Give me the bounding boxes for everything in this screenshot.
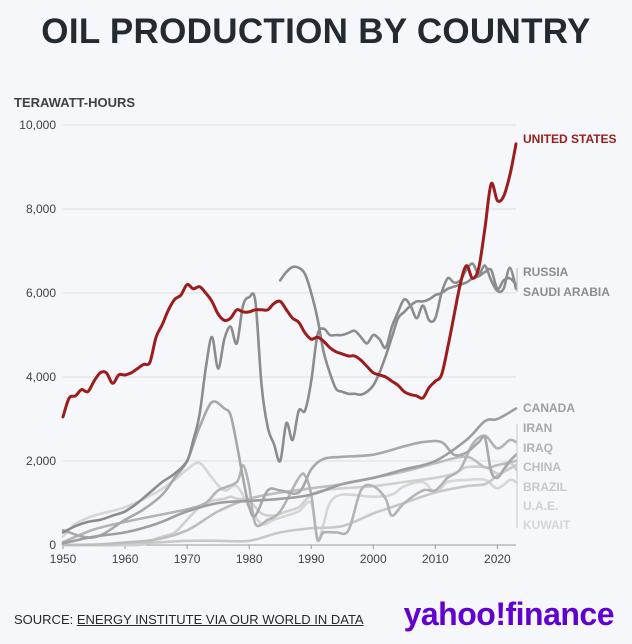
series-label-canada: CANADA xyxy=(523,401,575,415)
x-tick-label: 1950 xyxy=(50,552,77,566)
source-link[interactable]: ENERGY INSTITUTE VIA OUR WORLD IN DATA xyxy=(76,612,364,627)
y-tick-label: 2,000 xyxy=(26,454,56,468)
series-line-iraq xyxy=(61,434,518,544)
series-line-russia xyxy=(278,265,518,396)
series-line-u-a-e xyxy=(61,461,518,547)
x-tick-label: 2000 xyxy=(360,552,387,566)
series-label-saudi-arabia: SAUDI ARABIA xyxy=(523,285,610,299)
x-tick-label: 1960 xyxy=(112,552,139,566)
brand-logo: yahoo!finance xyxy=(403,596,615,632)
y-tick-label: 0 xyxy=(49,538,56,552)
x-tick-label: 1980 xyxy=(236,552,263,566)
line-chart: 0 2,000 4,000 6,000 8,000 10,000 1950 1960 1970 1… xyxy=(19,118,617,566)
series-label-united-states: UNITED STATES xyxy=(523,132,617,146)
series-label-u-a-e: U.A.E. xyxy=(523,499,558,513)
x-tick-label: 1970 xyxy=(174,552,201,566)
y-tick-label: 10,000 xyxy=(19,118,56,132)
series-line-united-states xyxy=(61,142,518,419)
series-line-iran xyxy=(61,400,518,539)
series-label-brazil: BRAZIL xyxy=(523,480,567,494)
y-tick-label: 4,000 xyxy=(26,370,56,384)
x-tick-label: 1990 xyxy=(298,552,325,566)
series-label-china: CHINA xyxy=(523,460,561,474)
series-line-kuwait xyxy=(61,461,518,543)
chart-title: OIL PRODUCTION BY COUNTRY xyxy=(41,12,591,51)
x-tick-label: 2020 xyxy=(484,552,511,566)
y-axis-label: TERAWATT-HOURS xyxy=(14,95,136,110)
series-label-iraq: IRAQ xyxy=(523,441,553,455)
y-tick-label: 8,000 xyxy=(26,202,56,216)
series-line-brazil xyxy=(61,463,518,547)
series-label-kuwait: KUWAIT xyxy=(523,518,571,532)
y-tick-label: 6,000 xyxy=(26,286,56,300)
x-tick-label: 2010 xyxy=(422,552,449,566)
series-label-iran: IRAN xyxy=(523,421,552,435)
series-label-russia: RUSSIA xyxy=(523,265,569,279)
series-line-china xyxy=(61,455,518,547)
series-line-canada xyxy=(61,407,518,545)
source-prefix: SOURCE: xyxy=(14,612,77,627)
source-note: SOURCE: ENERGY INSTITUTE VIA OUR WORLD I… xyxy=(14,612,364,627)
